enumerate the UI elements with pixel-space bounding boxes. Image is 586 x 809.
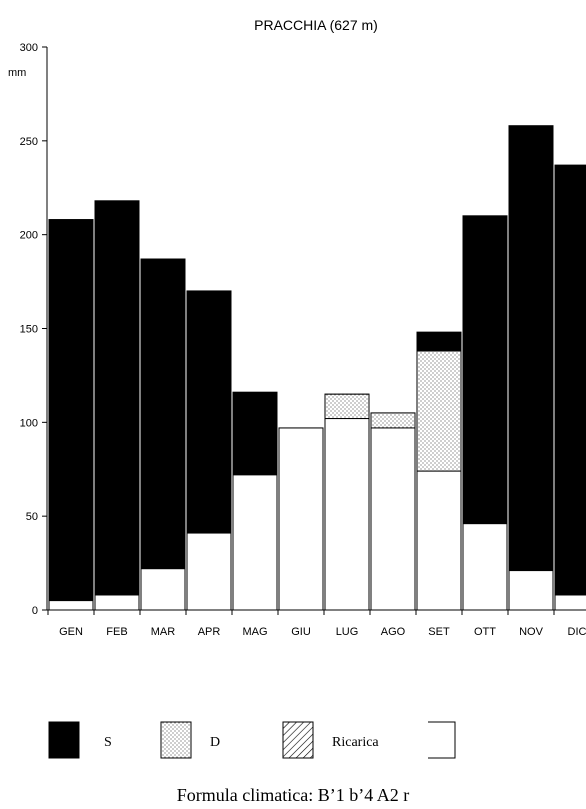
- x-tick-label: LUG: [336, 626, 359, 638]
- bar-white-apr: [186, 532, 232, 611]
- bar-white-feb: [94, 594, 140, 611]
- y-axis-unit: mm: [8, 67, 26, 79]
- bar-s-mar: [140, 258, 186, 570]
- x-tick-label: NOV: [519, 626, 544, 638]
- x-axis: GEN FEB MAR APR MAG GIU LUG AGO SET OTT NOV DIC: [47, 609, 586, 638]
- x-tick-label: GEN: [59, 626, 83, 638]
- bar-s-feb: [94, 200, 140, 596]
- chart-title: PRACCHIA (627 m): [254, 17, 378, 33]
- bar-d-lug: [324, 393, 370, 420]
- x-tick-label: DIC: [568, 626, 586, 638]
- bar-white-ago: [370, 427, 416, 611]
- y-tick-label: 150: [20, 324, 38, 336]
- bar-white-set: [416, 470, 462, 611]
- x-tick-label: FEB: [106, 626, 127, 638]
- bar-s-gen: [48, 219, 94, 602]
- legend: S D Ricarica: [48, 721, 456, 759]
- x-tick-label: APR: [198, 626, 221, 638]
- bar-d-set: [416, 350, 462, 472]
- y-tick-label: 250: [20, 136, 38, 148]
- bar-white-mag: [232, 474, 278, 611]
- bars-group: [48, 125, 586, 611]
- y-tick-label: 0: [32, 605, 38, 617]
- y-tick-label: 300: [20, 42, 38, 54]
- legend-s-swatch: [48, 721, 80, 759]
- y-tick-label: 200: [20, 230, 38, 242]
- bar-white-dic: [554, 594, 586, 611]
- legend-ricarica-label: Ricarica: [332, 735, 379, 750]
- legend-s-label: S: [104, 735, 112, 750]
- legend-white-swatch: [428, 721, 456, 759]
- bar-s-nov: [508, 125, 554, 572]
- y-tick-label: 100: [20, 417, 38, 429]
- bar-white-gen: [48, 600, 94, 611]
- bar-white-mar: [140, 568, 186, 611]
- bar-white-lug: [324, 418, 370, 611]
- x-tick-label: SET: [428, 626, 450, 638]
- y-axis: 0 50 100 150 200 250 300: [20, 42, 48, 617]
- legend-d-swatch: [160, 721, 192, 759]
- legend-d-label: D: [210, 735, 220, 750]
- formula-climatica: Formula climatica: B’1 b’4 A2 r: [177, 785, 409, 805]
- bar-white-ott: [462, 523, 508, 611]
- x-tick-label: AGO: [381, 626, 406, 638]
- bar-s-ott: [462, 215, 508, 525]
- x-tick-label: OTT: [474, 626, 496, 638]
- x-tick-label: MAR: [151, 626, 176, 638]
- legend-ricarica-swatch: [282, 721, 314, 759]
- y-tick-label: 50: [26, 511, 38, 523]
- x-tick-label: GIU: [291, 626, 311, 638]
- x-tick-label: MAG: [242, 626, 267, 638]
- bar-s-mag: [232, 391, 278, 476]
- bar-white-giu: [278, 427, 324, 611]
- bar-s-dic: [554, 164, 586, 596]
- bar-white-nov: [508, 570, 554, 611]
- bar-d-ago: [370, 412, 416, 429]
- bar-s-apr: [186, 290, 232, 534]
- bar-s-set: [416, 331, 462, 352]
